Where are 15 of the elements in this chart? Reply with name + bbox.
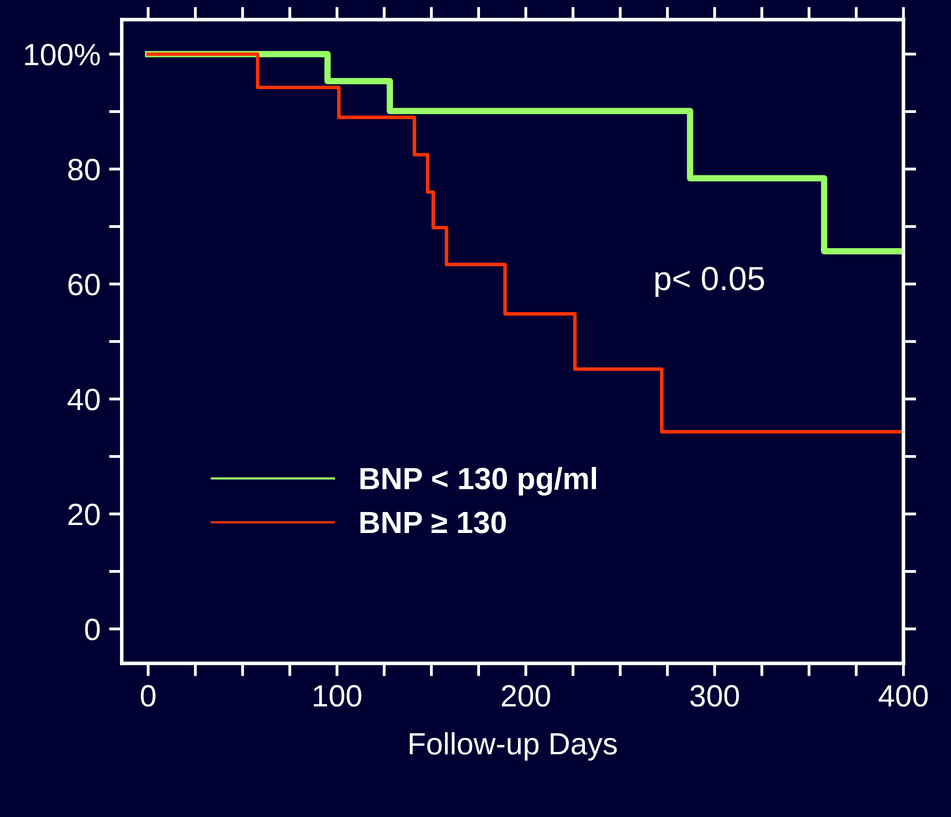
legend-label: BNP < 130 pg/ml — [360, 466, 596, 496]
annotation: p< 0.05 — [655, 266, 764, 297]
x-tick-label: 0 — [140, 685, 156, 707]
legend-label: BNP ≥ 130 — [360, 512, 506, 534]
x-tick-label: 100 — [314, 685, 362, 707]
y-tick-label: 80 — [68, 158, 100, 180]
y-tick-label: 100% — [25, 44, 100, 66]
y-tick-label: 40 — [68, 388, 100, 410]
y-tick-label: 0 — [85, 618, 100, 640]
x-tick-label: 200 — [502, 685, 550, 707]
x-axis-title: Follow-up Days — [410, 732, 617, 761]
y-tick-label: 60 — [68, 274, 100, 296]
x-tick-label: 400 — [878, 685, 928, 707]
y-tick-label: 20 — [68, 504, 100, 526]
x-tick-label: 300 — [690, 685, 739, 707]
